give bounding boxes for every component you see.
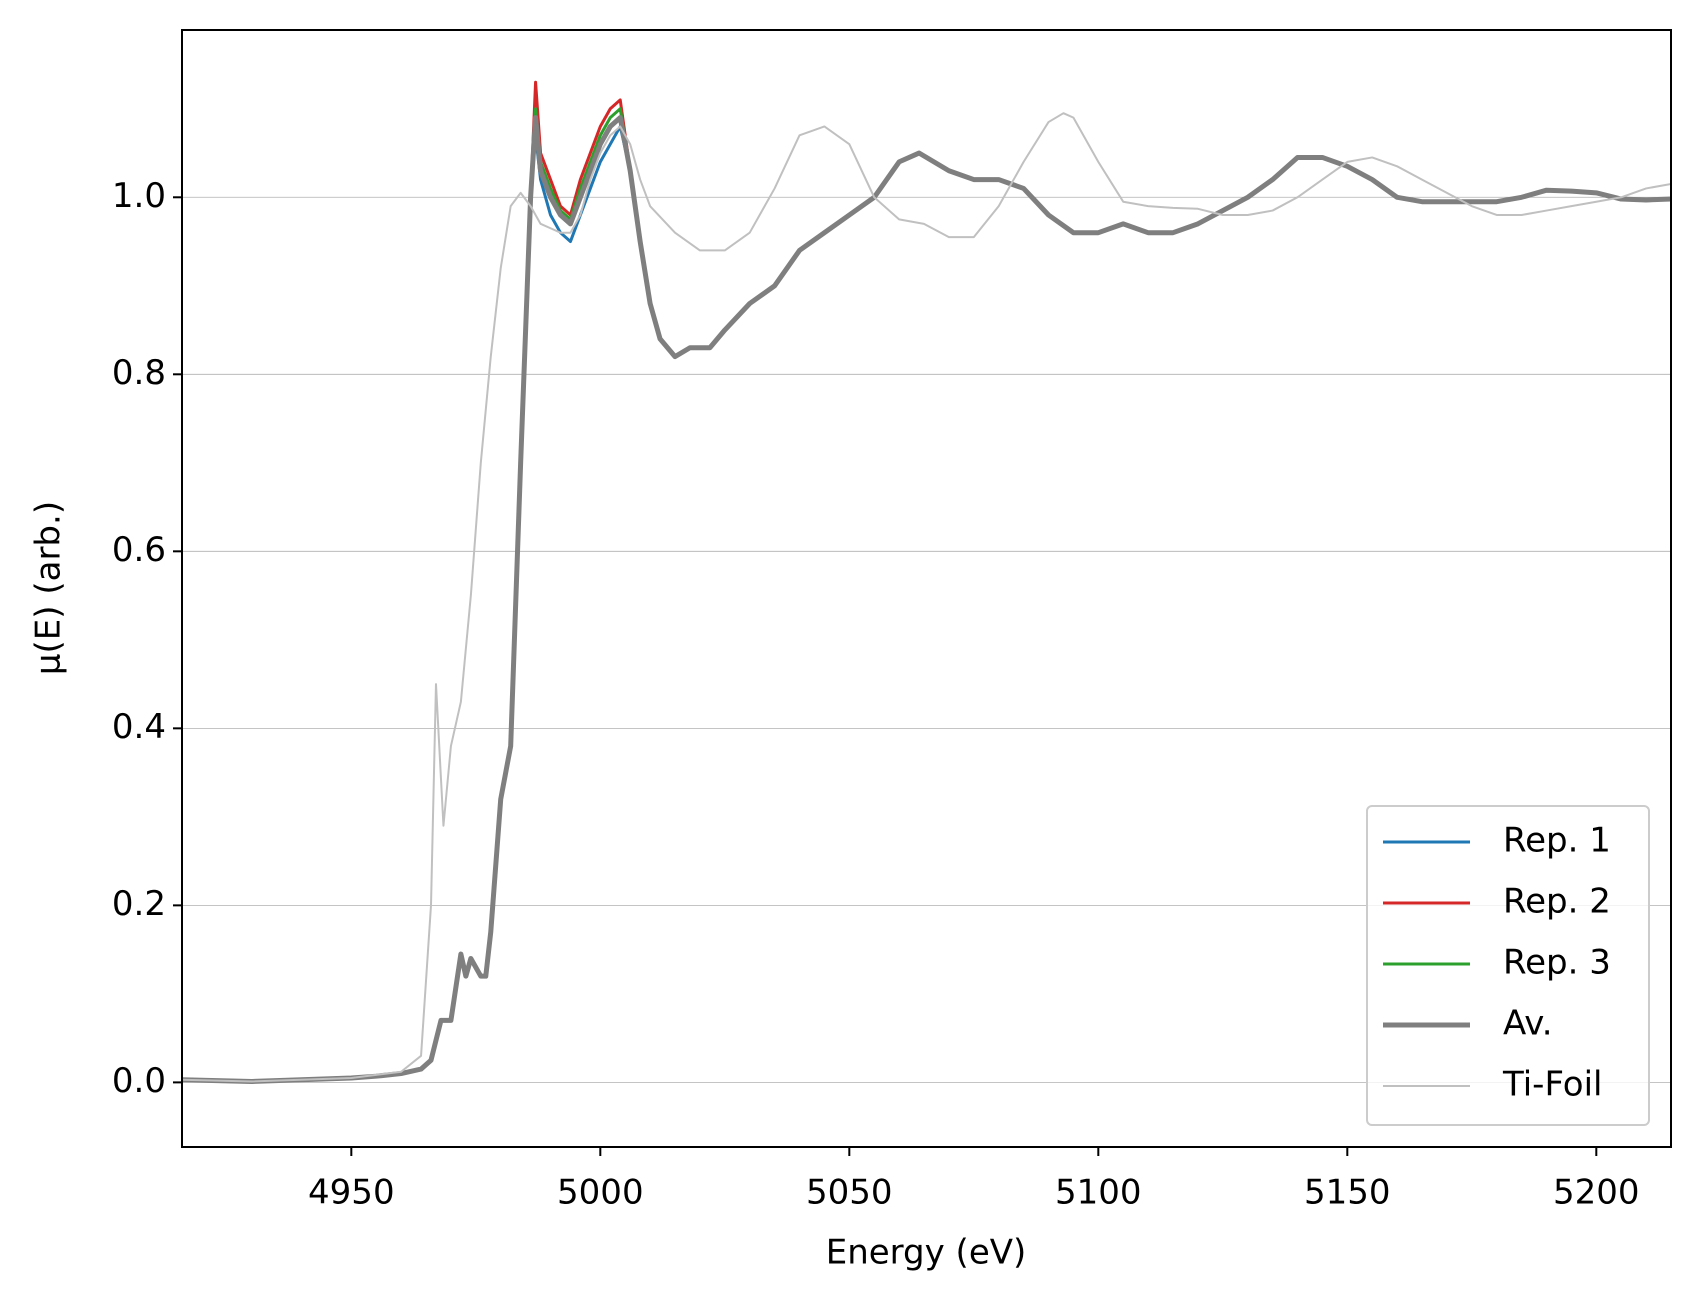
legend: Rep. 1 Rep. 2 Rep. 3 Av. Ti-Foil	[1366, 805, 1650, 1126]
legend-label: Rep. 1	[1503, 821, 1611, 861]
legend-label: Av.	[1503, 1004, 1553, 1044]
data-line	[182, 112, 1671, 1083]
y-tick-label: 0.0	[112, 1061, 166, 1101]
legend-label: Ti-Foil	[1502, 1065, 1602, 1105]
y-tick-label: 0.4	[112, 707, 166, 747]
ticks: 0.0 0.2 0.4 0.6 0.8 1.0 4950 5000 5050 5100 5150 52…	[112, 176, 1640, 1213]
x-tick-label: 5150	[1304, 1173, 1391, 1213]
legend-box	[1366, 805, 1650, 1126]
axes-frame	[181, 29, 1672, 1148]
y-axis-label: μ(E) (arb.)	[29, 501, 69, 675]
data-line	[182, 115, 1671, 1084]
y-tick-label: 0.6	[112, 530, 166, 570]
legend-label: Rep. 3	[1503, 943, 1611, 983]
y-tick-label: 0.8	[112, 353, 166, 393]
x-axis-label: Energy (eV)	[826, 1233, 1027, 1273]
y-tick-label: 1.0	[112, 176, 166, 216]
legend-label: Rep. 2	[1503, 882, 1611, 922]
x-tick-label: 5100	[1055, 1173, 1142, 1213]
y-tick-label: 0.2	[112, 884, 166, 924]
x-tick-label: 5000	[557, 1173, 644, 1213]
plot-area	[182, 80, 1671, 1084]
x-tick-label: 5050	[806, 1173, 893, 1213]
x-tick-label: 5200	[1553, 1173, 1640, 1213]
x-tick-label: 4950	[308, 1173, 395, 1213]
